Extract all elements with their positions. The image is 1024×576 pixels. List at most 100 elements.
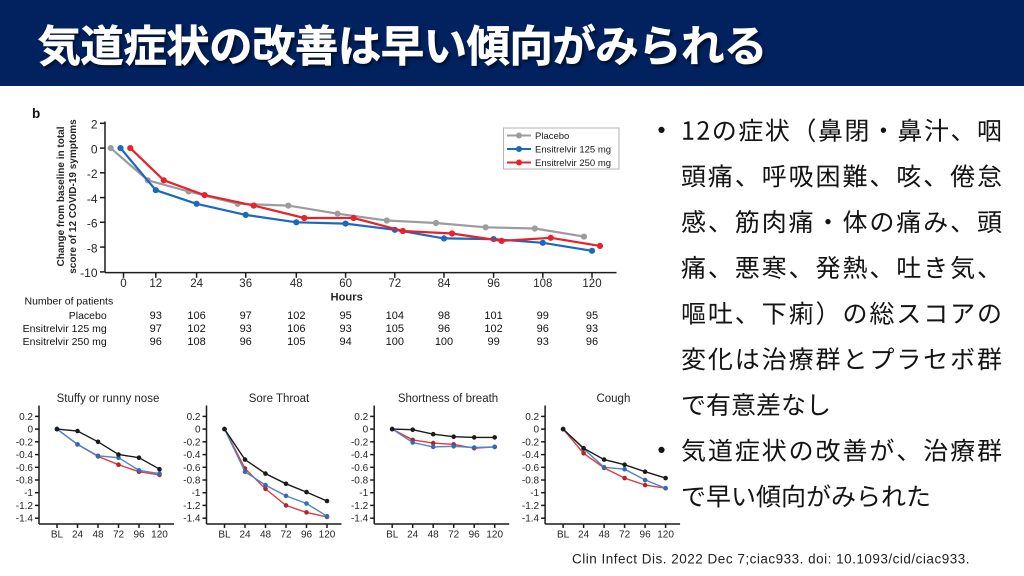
svg-text:0: 0	[91, 142, 98, 156]
svg-text:96: 96	[586, 336, 598, 348]
svg-text:95: 95	[339, 310, 351, 322]
svg-text:96: 96	[640, 530, 652, 541]
svg-text:0.2: 0.2	[354, 412, 368, 423]
svg-text:Shortness of breath: Shortness of breath	[398, 393, 498, 405]
svg-text:99: 99	[487, 336, 499, 348]
svg-text:-0.8: -0.8	[16, 476, 34, 487]
svg-text:100: 100	[435, 336, 453, 348]
svg-text:48: 48	[260, 530, 272, 541]
svg-text:120: 120	[582, 278, 601, 290]
svg-text:96: 96	[301, 530, 313, 541]
svg-text:24: 24	[578, 530, 590, 541]
svg-text:-0.8: -0.8	[522, 476, 540, 487]
svg-text:-0.2: -0.2	[522, 437, 540, 448]
svg-text:-0.6: -0.6	[183, 463, 201, 474]
svg-text:48: 48	[92, 530, 104, 541]
svg-text:-1.4: -1.4	[522, 514, 540, 525]
svg-text:-1.4: -1.4	[351, 514, 369, 525]
svg-text:BL: BL	[557, 530, 570, 541]
svg-text:120: 120	[319, 530, 336, 541]
svg-text:Placebo: Placebo	[535, 131, 569, 142]
svg-text:Clin Infect Dis. 2022 Dec 7;ci: Clin Infect Dis. 2022 Dec 7;ciac933. doi…	[572, 552, 970, 567]
svg-text:102: 102	[484, 323, 502, 335]
svg-text:72: 72	[619, 530, 631, 541]
svg-text:-1.2: -1.2	[522, 501, 540, 512]
svg-text:Ensitrelvir 125 mg: Ensitrelvir 125 mg	[23, 323, 107, 335]
svg-text:-1: -1	[192, 488, 201, 499]
svg-text:-0.6: -0.6	[16, 463, 34, 474]
svg-text:72: 72	[280, 530, 292, 541]
svg-text:105: 105	[287, 336, 305, 348]
svg-text:Change from baseline in total: Change from baseline in total	[56, 126, 67, 266]
svg-text:102: 102	[287, 310, 305, 322]
svg-text:101: 101	[484, 310, 502, 322]
svg-text:24: 24	[407, 530, 419, 541]
svg-text:96: 96	[240, 336, 252, 348]
svg-text:96: 96	[487, 278, 500, 290]
svg-text:98: 98	[438, 310, 450, 322]
svg-text:120: 120	[486, 530, 503, 541]
svg-text:-1.2: -1.2	[16, 501, 34, 512]
svg-text:96: 96	[150, 336, 162, 348]
svg-text:0: 0	[120, 278, 126, 290]
svg-text:48: 48	[599, 530, 611, 541]
svg-text:-1.2: -1.2	[183, 501, 201, 512]
svg-text:72: 72	[113, 530, 125, 541]
svg-text:97: 97	[150, 323, 162, 335]
svg-text:93: 93	[586, 323, 598, 335]
svg-text:93: 93	[339, 323, 351, 335]
svg-text:105: 105	[386, 323, 404, 335]
svg-text:108: 108	[187, 336, 205, 348]
svg-text:-0.4: -0.4	[16, 450, 34, 461]
svg-text:108: 108	[533, 278, 552, 290]
svg-text:-6: -6	[87, 217, 98, 231]
svg-text:Ensitrelvir 125 mg: Ensitrelvir 125 mg	[535, 144, 611, 155]
svg-text:84: 84	[438, 278, 451, 290]
svg-text:48: 48	[428, 530, 440, 541]
svg-text:-0.2: -0.2	[183, 437, 201, 448]
svg-text:72: 72	[448, 530, 460, 541]
svg-text:97: 97	[240, 310, 252, 322]
svg-text:-4: -4	[87, 192, 98, 206]
svg-text:-8: -8	[87, 241, 98, 255]
svg-text:-0.4: -0.4	[351, 450, 369, 461]
svg-text:99: 99	[537, 310, 549, 322]
svg-text:12: 12	[149, 278, 162, 290]
svg-text:24: 24	[190, 278, 203, 290]
svg-text:96: 96	[133, 530, 145, 541]
svg-text:Ensitrelvir 250 mg: Ensitrelvir 250 mg	[23, 336, 107, 348]
svg-text:score of 12 COVID-19 symptoms: score of 12 COVID-19 symptoms	[68, 119, 79, 274]
svg-text:93: 93	[240, 323, 252, 335]
svg-text:-0.2: -0.2	[351, 437, 369, 448]
svg-text:-1.4: -1.4	[183, 514, 201, 525]
svg-text:100: 100	[386, 336, 404, 348]
svg-text:120: 120	[657, 530, 674, 541]
svg-text:-10: -10	[80, 266, 98, 280]
svg-text:0: 0	[195, 425, 201, 436]
svg-text:106: 106	[187, 310, 205, 322]
svg-text:Number of patients: Number of patients	[25, 296, 114, 308]
svg-text:-0.2: -0.2	[16, 437, 34, 448]
svg-text:93: 93	[150, 310, 162, 322]
svg-text:120: 120	[151, 530, 168, 541]
svg-text:96: 96	[438, 323, 450, 335]
svg-text:-0.8: -0.8	[183, 476, 201, 487]
svg-text:106: 106	[287, 323, 305, 335]
svg-text:2: 2	[91, 118, 98, 132]
svg-text:-1: -1	[530, 488, 539, 499]
svg-text:96: 96	[469, 530, 481, 541]
svg-text:-1.4: -1.4	[16, 514, 34, 525]
svg-text:0.2: 0.2	[187, 412, 201, 423]
svg-text:48: 48	[290, 278, 303, 290]
svg-text:Placebo: Placebo	[69, 310, 107, 322]
svg-text:-0.8: -0.8	[351, 476, 369, 487]
svg-text:BL: BL	[51, 530, 64, 541]
svg-text:24: 24	[239, 530, 251, 541]
svg-text:0.2: 0.2	[19, 412, 33, 423]
svg-text:-2: -2	[87, 167, 98, 181]
svg-text:-1: -1	[359, 488, 368, 499]
svg-text:102: 102	[187, 323, 205, 335]
svg-text:60: 60	[339, 278, 352, 290]
svg-text:-0.4: -0.4	[522, 450, 540, 461]
svg-text:-0.4: -0.4	[183, 450, 201, 461]
